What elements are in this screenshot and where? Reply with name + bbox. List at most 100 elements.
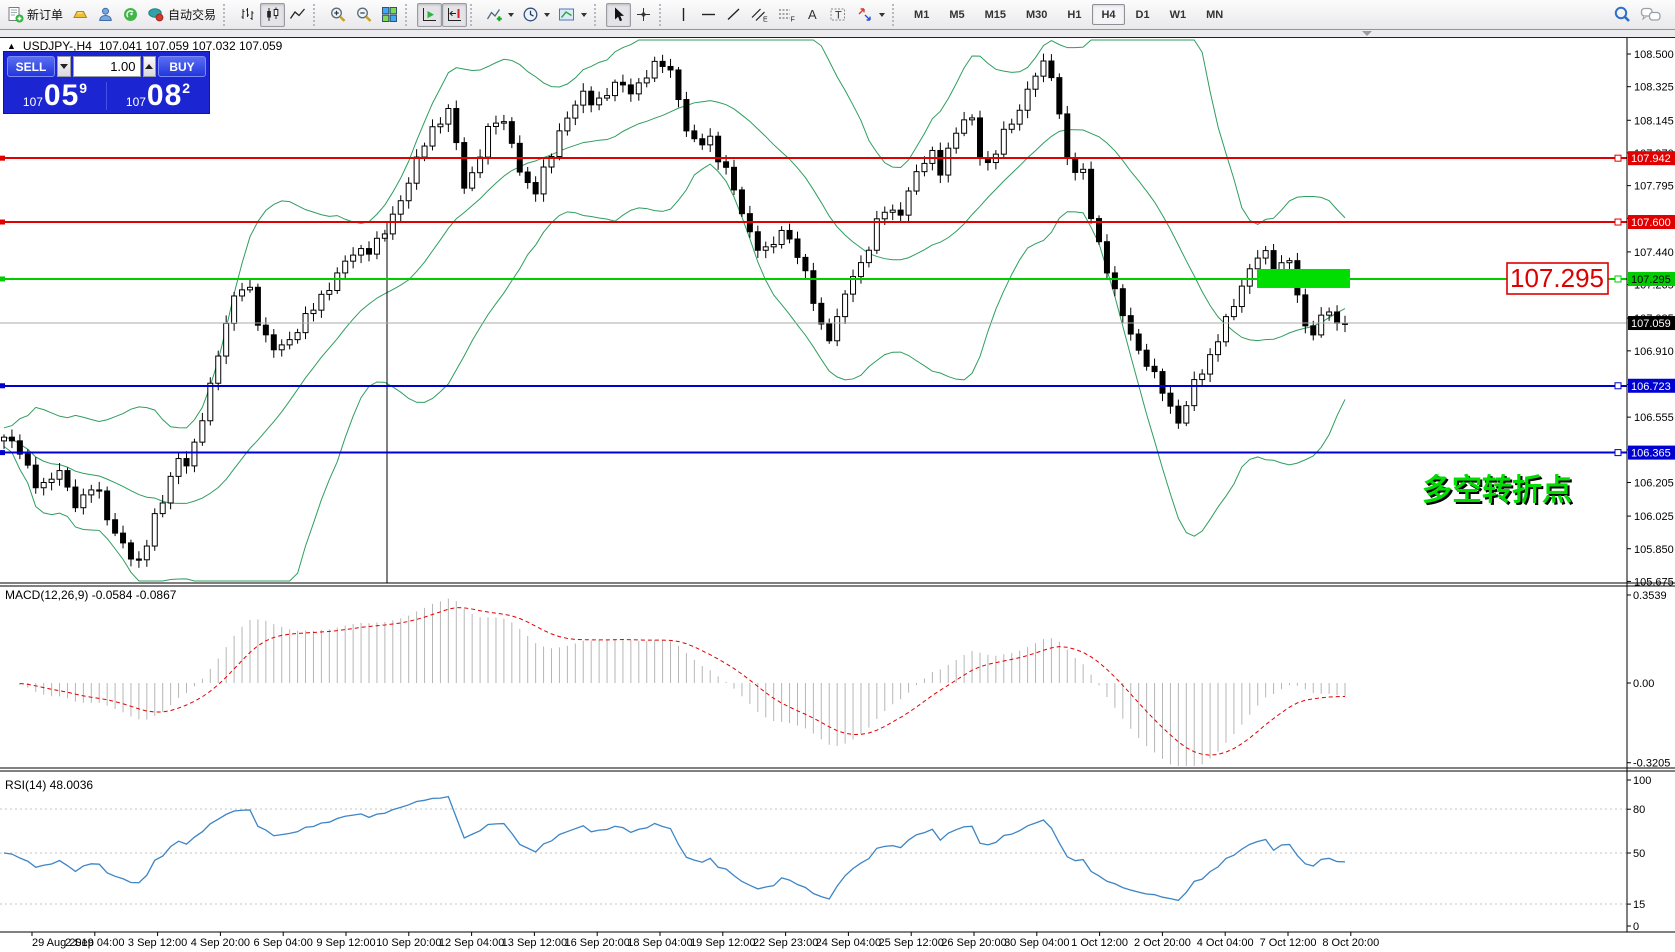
timeframe-d1-button[interactable]: D1: [1127, 4, 1159, 25]
timeframe-mn-button[interactable]: MN: [1197, 4, 1232, 25]
auto-trading-button[interactable]: 自动交易: [143, 3, 220, 27]
sell-price[interactable]: 107 05 9: [4, 81, 106, 111]
gold-button[interactable]: [67, 3, 93, 27]
volume-increase-button[interactable]: [142, 56, 156, 77]
toolbar-separator: [470, 3, 477, 26]
rsi-line: [3, 795, 1346, 902]
symbol-title: USDJPY-,H4: [22, 39, 92, 53]
indicators-icon: [486, 6, 503, 23]
timeframe-w1-button[interactable]: W1: [1161, 4, 1196, 25]
highlight-rect-object[interactable]: [1257, 268, 1350, 288]
buy-price-prefix: 107: [125, 95, 146, 109]
auto-scroll-button[interactable]: [417, 2, 443, 27]
arrow-objects-button[interactable]: [852, 3, 889, 27]
svg-text:1 Oct 12:00: 1 Oct 12:00: [1071, 937, 1128, 949]
text-label-button[interactable]: T: [825, 3, 852, 27]
horizontal-line-button[interactable]: [696, 3, 721, 27]
timeframe-m5-button[interactable]: M5: [940, 4, 973, 25]
svg-text:26 Sep 20:00: 26 Sep 20:00: [941, 937, 1006, 949]
equidistant-channel-button[interactable]: E: [746, 3, 773, 27]
search-button[interactable]: [1609, 3, 1636, 27]
axis-chip-106.723: 106.723: [1628, 378, 1675, 393]
svg-text:108.325: 108.325: [1634, 82, 1674, 94]
crosshair-icon: [635, 6, 652, 23]
buy-price[interactable]: 107 08 2: [107, 81, 209, 111]
zoom-out-button[interactable]: [351, 3, 377, 27]
indicators-button[interactable]: [482, 3, 518, 27]
timeframe-m30-button[interactable]: M30: [1017, 4, 1056, 25]
volume-decrease-button[interactable]: [57, 56, 71, 77]
zoom-in-button[interactable]: [325, 3, 351, 27]
hline-107.295[interactable]: [0, 275, 1627, 283]
price-callout-text: 107.295: [1510, 263, 1604, 293]
bar-chart-button[interactable]: [235, 3, 260, 27]
auto-trading-icon: [147, 6, 165, 23]
chart-shift-button[interactable]: [442, 2, 468, 27]
timeframe-h4-button[interactable]: H4: [1092, 4, 1125, 25]
generated-chart-layer: 108.500108.325108.145107.970107.795107.6…: [0, 38, 1675, 949]
text-button[interactable]: A: [800, 3, 825, 27]
community-button[interactable]: [93, 3, 118, 27]
scroll-marker-icon[interactable]: [1362, 31, 1372, 36]
chat-button[interactable]: [1636, 3, 1666, 27]
indicators-caret: [508, 12, 515, 17]
collapse-icon[interactable]: ▲: [7, 41, 16, 51]
fibonacci-button[interactable]: F: [773, 3, 800, 27]
periods-button[interactable]: [518, 3, 554, 27]
hline-107.942[interactable]: [0, 154, 1627, 162]
timeframe-m15-button[interactable]: M15: [976, 4, 1015, 25]
svg-text:105.850: 105.850: [1634, 544, 1674, 556]
chart-overlay-layer: MACD(12,26,9) -0.0584 -0.0867 RSI(14) 48…: [5, 262, 1609, 792]
volume-input[interactable]: [72, 56, 141, 77]
svg-text:0.00: 0.00: [1633, 678, 1654, 690]
turning-point-shadow: 多空转折点: [1424, 476, 1574, 509]
trade-panel-controls: SELL BUY: [4, 52, 209, 81]
svg-text:7 Oct 12:00: 7 Oct 12:00: [1260, 937, 1317, 949]
svg-text:9 Sep 12:00: 9 Sep 12:00: [316, 937, 375, 949]
search-icon: [1613, 5, 1632, 24]
bollinger-middle: [3, 100, 1346, 504]
svg-text:A: A: [808, 7, 817, 22]
chart-header: ▲ USDJPY-,H4 107.041 107.059 107.032 107…: [7, 39, 282, 53]
buy-button[interactable]: BUY: [158, 56, 206, 77]
line-chart-button[interactable]: [285, 3, 310, 27]
clock-icon: [522, 6, 539, 23]
sell-button[interactable]: SELL: [7, 56, 55, 77]
svg-text:4 Sep 20:00: 4 Sep 20:00: [191, 937, 250, 949]
turning-point-text[interactable]: 多空转折点: [1422, 474, 1572, 507]
svg-text:12 Sep 04:00: 12 Sep 04:00: [439, 937, 504, 949]
hline-106.365[interactable]: [0, 449, 1627, 457]
svg-text:106.910: 106.910: [1634, 346, 1674, 358]
svg-text:4 Oct 04:00: 4 Oct 04:00: [1197, 937, 1254, 949]
price-chart-canvas[interactable]: 108.500108.325108.145107.970107.795107.6…: [0, 38, 1675, 952]
svg-text:19 Sep 12:00: 19 Sep 12:00: [690, 937, 755, 949]
new-order-button[interactable]: 新订单: [3, 3, 67, 27]
svg-text:107.600: 107.600: [1631, 217, 1671, 229]
signals-button[interactable]: [118, 3, 143, 27]
templates-button[interactable]: [554, 3, 591, 27]
hline-107.600[interactable]: [0, 218, 1627, 226]
candlestick-chart-button[interactable]: [260, 2, 286, 27]
tile-windows-button[interactable]: [377, 3, 402, 27]
timeframe-h1-button[interactable]: H1: [1058, 4, 1090, 25]
templates-caret: [581, 12, 588, 17]
svg-text:22 Sep 23:00: 22 Sep 23:00: [753, 937, 818, 949]
toolbar-separator: [223, 3, 230, 26]
price-callout-box[interactable]: 107.295: [1506, 262, 1609, 295]
gold-ingot-icon: [71, 6, 89, 23]
signal-icon: [122, 6, 139, 23]
timeframe-m1-button[interactable]: M1: [905, 4, 938, 25]
crosshair-button[interactable]: [631, 3, 656, 27]
svg-text:16 Sep 20:00: 16 Sep 20:00: [564, 937, 629, 949]
axis-chip-107.600: 107.600: [1628, 215, 1675, 230]
hline-106.723[interactable]: [0, 382, 1627, 390]
svg-text:107.295: 107.295: [1631, 274, 1671, 286]
svg-text:80: 80: [1633, 804, 1645, 816]
trendline-button[interactable]: [721, 3, 746, 27]
svg-text:50: 50: [1633, 848, 1645, 860]
svg-text:13 Sep 12:00: 13 Sep 12:00: [502, 937, 567, 949]
vertical-line-button[interactable]: [671, 3, 696, 27]
up-arrow-icon: [145, 64, 154, 69]
cursor-button[interactable]: [606, 2, 632, 27]
